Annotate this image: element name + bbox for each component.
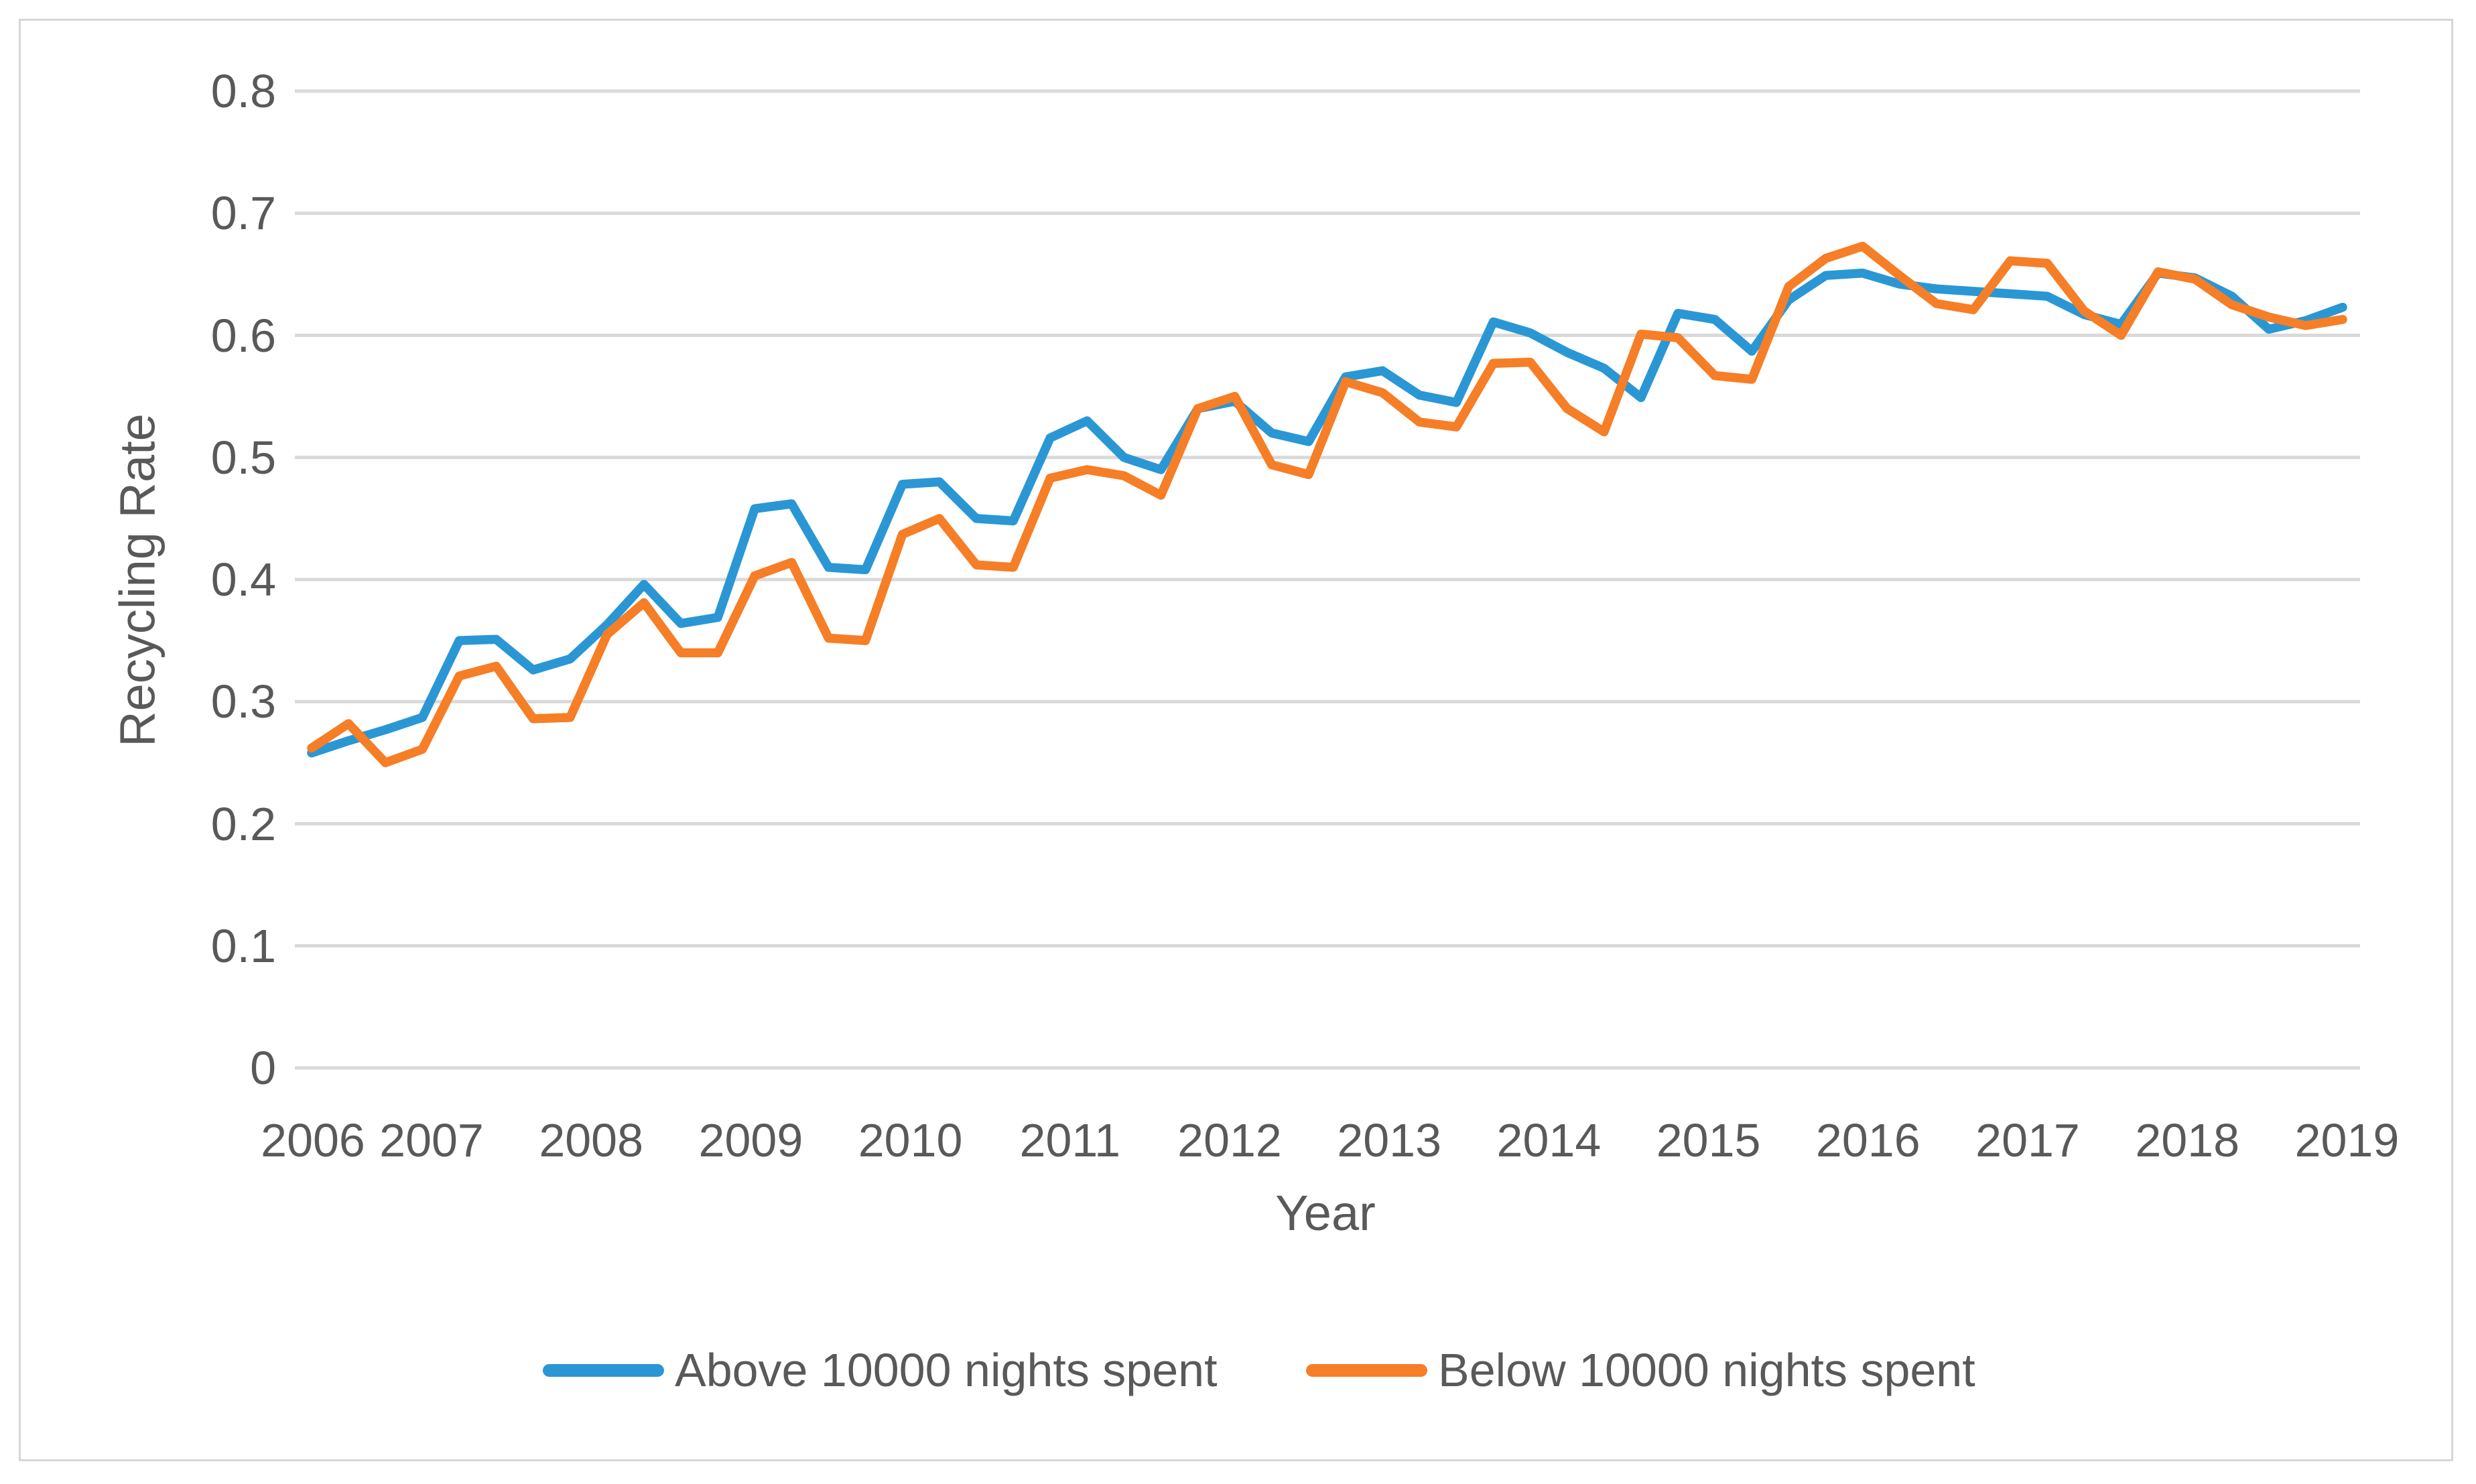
series-line-above [307,268,2347,758]
legend-label-below: Below 10000 nights spent [1438,1344,1975,1396]
legend-swatch-below-icon [1306,1363,1427,1377]
x-tick-label-2014: 2014 [1496,1114,1602,1166]
x-axis-title: Year [1275,1185,1376,1241]
y-axis-title: Recycling Rate [109,413,166,747]
y-tick-label-0.7: 0.7 [210,187,276,240]
x-tick-label-2015: 2015 [1656,1114,1761,1166]
x-tick-label-2013: 2013 [1337,1114,1442,1166]
y-tick-label-0: 0 [250,1042,276,1094]
x-tick-label-2006: 2006 [261,1114,365,1166]
x-tick-label-2012: 2012 [1177,1114,1282,1166]
x-tick-label-2009: 2009 [698,1114,803,1166]
x-tick-label-2008: 2008 [539,1114,644,1166]
y-tick-label-0.8: 0.8 [210,65,276,117]
x-tick-label-2010: 2010 [858,1114,963,1166]
x-tick-label-2016: 2016 [1815,1114,1920,1166]
y-tick-label-0.6: 0.6 [210,309,276,362]
x-tick-label-2007: 2007 [379,1114,484,1166]
x-tick-label-2018: 2018 [2135,1114,2240,1166]
x-tick-label-2017: 2017 [1975,1114,2080,1166]
y-tick-label-0.2: 0.2 [210,797,276,850]
x-tick-label-2011: 2011 [1019,1114,1121,1166]
series-line-below [307,241,2347,768]
legend-item-above: Above 10000 nights spent [543,1340,1218,1400]
legend-item-below: Below 10000 nights spent [1306,1340,1975,1400]
legend-swatch-above-icon [543,1363,664,1377]
y-tick-label-0.5: 0.5 [210,431,276,484]
legend-label-above: Above 10000 nights spent [675,1344,1218,1396]
y-tick-label-0.1: 0.1 [210,919,276,972]
y-tick-label-0.4: 0.4 [210,553,276,606]
y-tick-label-0.3: 0.3 [210,675,276,728]
x-tick-label-2019: 2019 [2294,1114,2400,1166]
